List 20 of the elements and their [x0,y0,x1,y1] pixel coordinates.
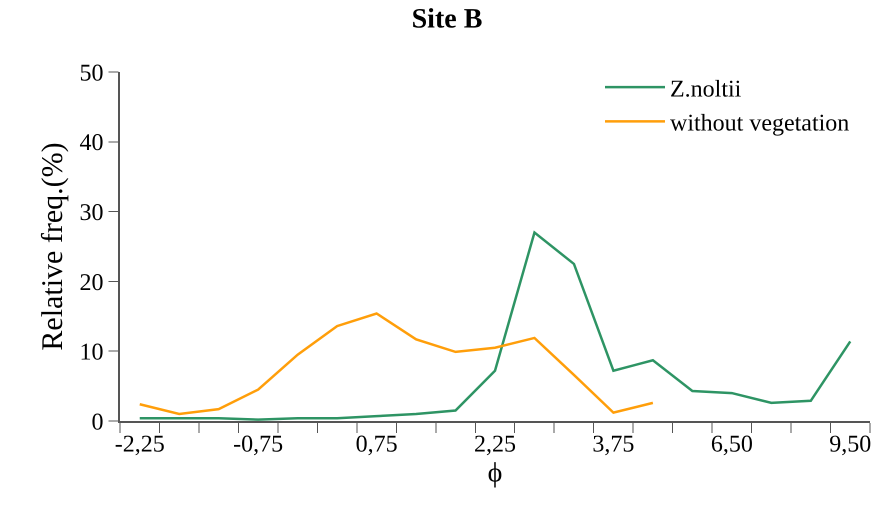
legend-label: without vegetation [670,110,850,137]
y-tick-label: 30 [79,200,104,226]
x-tick-label: -2,25 [114,432,165,458]
legend-label: Z.noltii [670,76,742,102]
line-series [138,312,654,416]
x-tick-label: 3,75 [592,432,634,458]
line-series [138,231,852,421]
x-tick-label: -0,75 [233,432,284,458]
chart-title: Site B [412,3,482,34]
x-axis-title: ϕ [488,458,502,489]
y-tick-label: 40 [79,130,104,156]
x-tick-label: 9,50 [829,432,872,458]
x-tick-label: 0,75 [356,432,398,458]
x-tick-label: 2,25 [474,432,516,458]
y-tick-label: 10 [79,340,104,366]
y-tick-label: 0 [91,409,104,436]
y-axis-title: Relative freq.(%) [36,142,69,351]
x-tick-label: 6,50 [710,432,753,458]
y-tick-label: 20 [79,270,104,296]
y-tick-label: 50 [79,60,104,86]
